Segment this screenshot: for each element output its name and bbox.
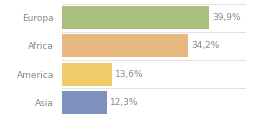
Text: 34,2%: 34,2% [191, 41, 219, 50]
Bar [62, 63, 112, 86]
Bar [62, 91, 107, 114]
Text: 13,6%: 13,6% [115, 70, 143, 79]
Bar [62, 34, 188, 57]
Bar [62, 6, 209, 29]
Text: 39,9%: 39,9% [212, 13, 241, 22]
Text: 12,3%: 12,3% [110, 98, 139, 107]
